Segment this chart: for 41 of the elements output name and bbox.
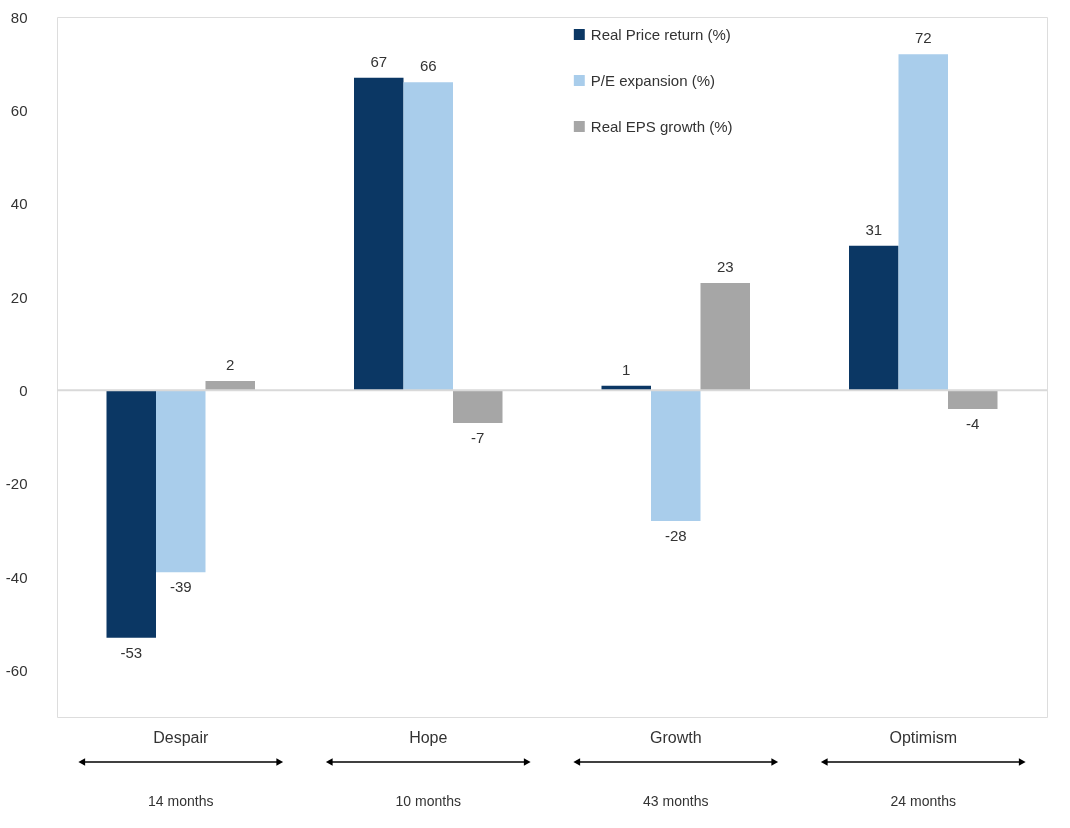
data-label: -4 [966, 415, 980, 432]
data-label: 2 [226, 356, 235, 373]
text: 14 months [148, 793, 214, 809]
legend-label: P/E expansion (%) [590, 71, 716, 89]
y-tick-label: 0 [19, 381, 28, 399]
bar [948, 390, 998, 409]
data-label: 31 [865, 220, 883, 238]
x-tick-label: Growth [649, 728, 702, 746]
y-tick-label: -60 [5, 661, 28, 679]
data-label: 72 [914, 29, 932, 47]
data-label: -53 [120, 643, 143, 661]
bar [453, 390, 503, 423]
bar [700, 283, 750, 391]
bar [849, 245, 899, 391]
bar [156, 390, 206, 573]
text: 24 months [890, 793, 956, 809]
data-label: -7 [471, 429, 485, 446]
y-tick-label: 20 [10, 288, 28, 306]
x-tick-label: Optimism [889, 728, 958, 746]
data-label: 67 [370, 52, 388, 70]
text: 10 months [395, 793, 461, 809]
y-tick-label: -40 [5, 568, 28, 586]
data-label: -28 [664, 527, 687, 544]
legend-label: Real Price return (%) [590, 25, 731, 43]
bar [651, 390, 701, 521]
y-tick-label: 80 [10, 8, 28, 26]
text: 43 months [643, 793, 709, 809]
legend-label: Real EPS growth (%) [590, 117, 733, 135]
bar [106, 390, 156, 638]
bar [898, 54, 948, 391]
bar [403, 82, 453, 391]
data-label: -39 [169, 578, 192, 596]
data-label: 1 [622, 360, 631, 378]
x-tick-label: Hope [409, 728, 448, 746]
data-label: 23 [716, 258, 734, 275]
x-tick-label: Despair [153, 728, 209, 746]
y-tick-label: -20 [5, 475, 28, 493]
data-label: 66 [419, 57, 437, 75]
y-tick-label: 40 [10, 195, 28, 213]
y-tick-label: 60 [10, 101, 28, 119]
bar [354, 77, 404, 391]
